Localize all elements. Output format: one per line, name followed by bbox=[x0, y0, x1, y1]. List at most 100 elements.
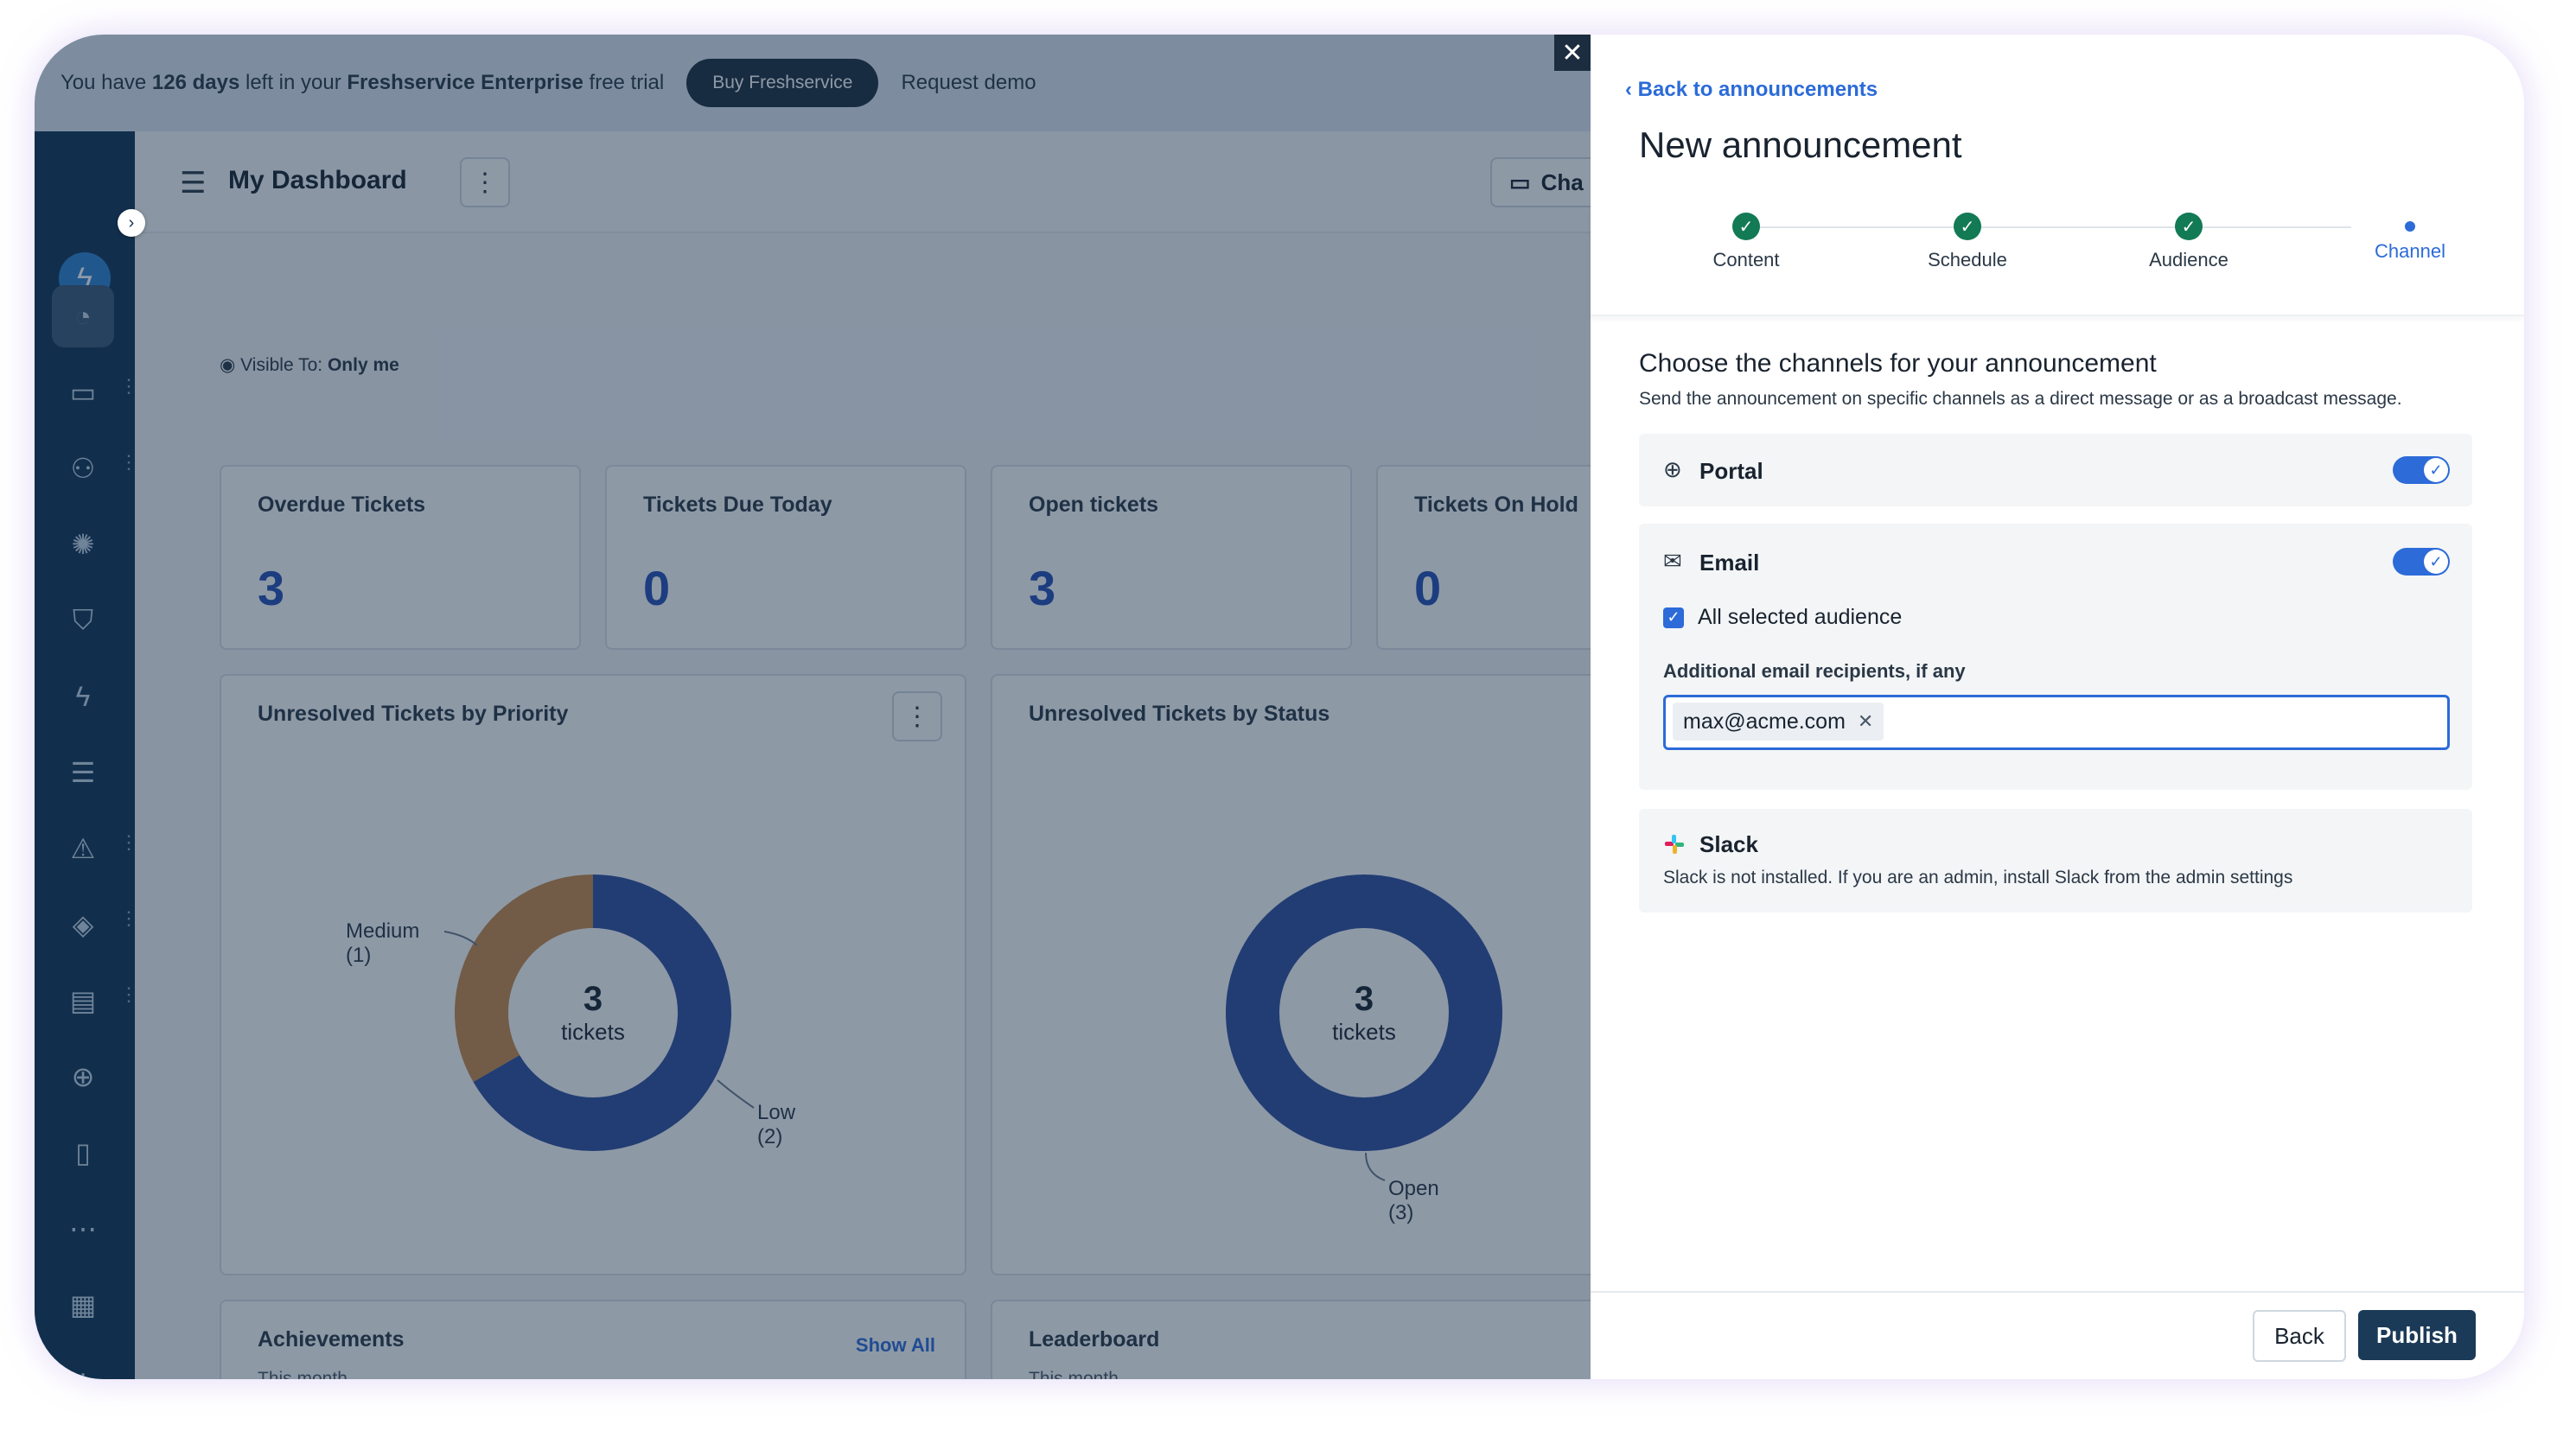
achievements-panel: Achievements This month Show All bbox=[220, 1300, 966, 1379]
checkbox-checked-icon[interactable]: ✓ bbox=[1663, 607, 1684, 628]
segment-label-open: Open (3) bbox=[1388, 1177, 1439, 1225]
visibility-indicator: ◉ Visible To: Only me bbox=[220, 354, 399, 376]
channel-email: ✉ Email ✓ ✓ All selected audience Additi… bbox=[1639, 524, 2472, 790]
segment-name: Medium bbox=[346, 919, 420, 943]
metric-card-overdue[interactable]: Overdue Tickets 3 bbox=[220, 465, 581, 650]
step-channel[interactable]: Channel bbox=[2324, 213, 2496, 263]
metric-card-open[interactable]: Open tickets 3 bbox=[991, 465, 1352, 650]
trial-middle: left in your bbox=[245, 71, 341, 94]
globe-icon: ⊕ bbox=[1663, 456, 1682, 482]
visibility-label: Visible To: bbox=[240, 355, 323, 375]
panel-subtitle: This month bbox=[1029, 1369, 1119, 1379]
users-icon[interactable]: ⚇ bbox=[70, 453, 96, 484]
book-icon[interactable]: ▯ bbox=[75, 1137, 91, 1168]
priority-donut-chart bbox=[443, 874, 755, 1151]
metric-title: Overdue Tickets bbox=[258, 493, 426, 517]
back-link-label: Back to announcements bbox=[1637, 78, 1878, 101]
donut-slice-medium[interactable] bbox=[455, 874, 594, 1082]
dashboard-options-button[interactable]: ⋮ bbox=[460, 157, 510, 207]
alert-icon[interactable]: ⚠ bbox=[70, 833, 96, 864]
priority-panel: Unresolved Tickets by Priority ⋮ 3 ticke… bbox=[220, 674, 966, 1275]
modal-overlay[interactable] bbox=[35, 35, 1591, 1379]
channel-slack: Slack Slack is not installed. If you are… bbox=[1639, 809, 2472, 913]
portal-toggle[interactable]: ✓ bbox=[2393, 456, 2450, 484]
channel-label: Portal bbox=[1699, 458, 1763, 484]
checkbox-label: All selected audience bbox=[1698, 605, 1903, 629]
buy-freshservice-button[interactable]: Buy Freshservice bbox=[686, 59, 879, 107]
metric-title: Open tickets bbox=[1029, 493, 1159, 517]
donut-center: 3 tickets bbox=[507, 980, 679, 1046]
reports-icon[interactable]: ▤ bbox=[69, 985, 97, 1016]
trial-suffix: free trial bbox=[589, 71, 665, 94]
metric-card-due-today[interactable]: Tickets Due Today 0 bbox=[605, 465, 966, 650]
app-window: You have 126 days left in your Freshserv… bbox=[35, 35, 2524, 1379]
tasks-list-icon[interactable]: ☰ bbox=[70, 757, 96, 788]
section-description: Send the announcement on specific channe… bbox=[1639, 389, 2402, 409]
chevron-left-icon: ‹ bbox=[1625, 78, 1632, 101]
donut-slice-low[interactable] bbox=[473, 874, 731, 1151]
panel-options-button[interactable]: ⋮ bbox=[892, 691, 942, 741]
alert-more-icon[interactable]: ⋮ bbox=[119, 831, 138, 853]
close-drawer-icon[interactable]: ✕ bbox=[1554, 35, 1591, 71]
shield-icon[interactable]: ⛉ bbox=[72, 604, 93, 635]
segment-name: Low bbox=[757, 1101, 796, 1124]
recipients-input[interactable]: max@acme.com ✕ bbox=[1663, 695, 2450, 750]
donut-center-label: tickets bbox=[1332, 1019, 1396, 1045]
leader-line bbox=[1365, 1152, 1386, 1181]
panel-title: Unresolved Tickets by Priority bbox=[258, 702, 569, 726]
layers-more-icon[interactable]: ⋮ bbox=[119, 907, 138, 929]
metric-value: 0 bbox=[643, 561, 671, 615]
dashboard-icon[interactable]: ◔ bbox=[52, 285, 114, 347]
stepper-line bbox=[1746, 226, 2351, 228]
donut-slice-open[interactable] bbox=[1226, 874, 1502, 1151]
show-all-link[interactable]: Show All bbox=[855, 1334, 935, 1356]
problems-bug-icon[interactable]: ✺ bbox=[71, 529, 95, 560]
segment-count: (3) bbox=[1388, 1201, 1414, 1224]
visibility-value: Only me bbox=[327, 355, 399, 375]
back-button[interactable]: Back bbox=[2253, 1310, 2346, 1362]
leader-line bbox=[717, 1079, 755, 1109]
reports-more-icon[interactable]: ⋮ bbox=[119, 983, 138, 1005]
tickets-more-icon[interactable]: ⋮ bbox=[119, 375, 138, 397]
metric-value: 3 bbox=[258, 561, 285, 615]
segment-name: Open bbox=[1388, 1177, 1439, 1200]
stepper bbox=[1591, 207, 2524, 316]
step-label: Schedule bbox=[1928, 249, 2007, 270]
recipient-email: max@acme.com bbox=[1683, 709, 1846, 734]
email-toggle[interactable]: ✓ bbox=[2393, 548, 2450, 576]
step-audience[interactable]: ✓ Audience bbox=[2102, 213, 2275, 271]
trial-days: 126 days bbox=[151, 71, 240, 94]
check-icon: ✓ bbox=[2424, 550, 2448, 574]
recipient-chip: max@acme.com ✕ bbox=[1673, 703, 1884, 741]
metric-value: 3 bbox=[1029, 561, 1056, 615]
panel-title: Achievements bbox=[258, 1327, 405, 1352]
request-demo-link[interactable]: Request demo bbox=[901, 71, 1036, 94]
donut-center-number: 3 bbox=[583, 980, 603, 1018]
users-more-icon[interactable]: ⋮ bbox=[119, 451, 138, 473]
apps-grid-icon[interactable]: ⁘ bbox=[52, 1350, 114, 1379]
all-audience-checkbox-row[interactable]: ✓ All selected audience bbox=[1663, 605, 1902, 630]
support-icon[interactable]: ⊕ bbox=[71, 1061, 95, 1092]
sidebar: ϟ ◔ ▭ ⋮ ⚇ ⋮ ✺ ⛉ ϟ ☰ ⚠ ⋮ ◈ ⋮ ▤ ⋮ ⊕ ▯ ⋯ ▦ … bbox=[35, 131, 138, 1379]
trial-plan: Freshservice Enterprise bbox=[347, 71, 583, 94]
dashboard-app: You have 126 days left in your Freshserv… bbox=[35, 35, 1738, 1379]
metric-value: 0 bbox=[1414, 561, 1442, 615]
sidebar-expand-icon[interactable]: › bbox=[118, 209, 145, 237]
lightning-icon[interactable]: ϟ bbox=[75, 680, 91, 712]
step-schedule[interactable]: ✓ Schedule bbox=[1881, 213, 2054, 271]
more-icon[interactable]: ⋯ bbox=[69, 1213, 97, 1244]
announcements-icon[interactable]: ▦ bbox=[69, 1289, 97, 1320]
menu-icon[interactable]: ☰ bbox=[180, 167, 207, 200]
step-content[interactable]: ✓ Content bbox=[1660, 213, 1833, 271]
check-icon: ✓ bbox=[2175, 213, 2203, 240]
remove-recipient-icon[interactable]: ✕ bbox=[1857, 710, 1874, 732]
back-to-announcements-link[interactable]: ‹ Back to announcements bbox=[1625, 78, 1878, 102]
panel-subtitle: This month bbox=[258, 1369, 348, 1379]
publish-button[interactable]: Publish bbox=[2358, 1310, 2476, 1360]
layers-icon[interactable]: ◈ bbox=[72, 909, 94, 940]
trial-banner: You have 126 days left in your Freshserv… bbox=[35, 35, 1591, 131]
chat-icon: ▭ bbox=[1509, 169, 1531, 195]
check-icon: ✓ bbox=[1954, 213, 1981, 240]
tickets-icon[interactable]: ▭ bbox=[69, 377, 97, 408]
section-title: Choose the channels for your announcemen… bbox=[1639, 349, 2157, 378]
